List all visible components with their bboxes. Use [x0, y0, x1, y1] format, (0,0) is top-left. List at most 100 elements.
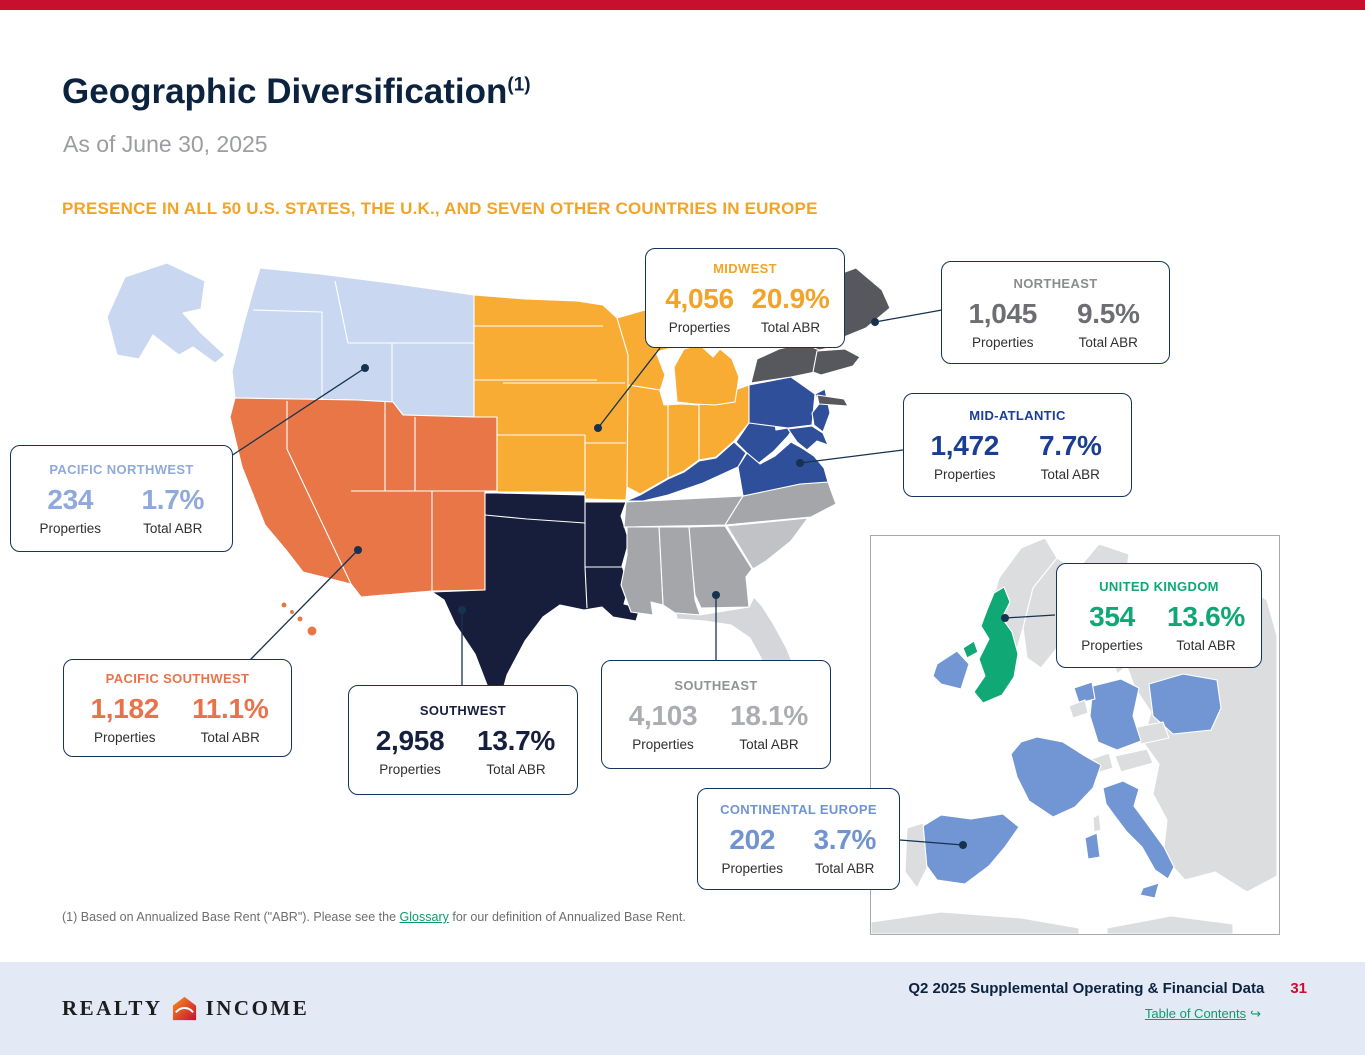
- region-card-united-kingdom: UNITED KINGDOM 354 Properties 13.6% Total …: [1056, 563, 1262, 668]
- state-new-york: [750, 342, 820, 384]
- region-name: MID-ATLANTIC: [969, 408, 1066, 423]
- country-north-africa: [1106, 915, 1234, 935]
- region-name: CONTINENTAL EUROPE: [720, 802, 877, 817]
- country-northern-ireland: [962, 640, 979, 659]
- footnote: (1) Based on Annualized Base Rent ("ABR"…: [62, 910, 686, 924]
- total-abr-label: Total ABR: [760, 320, 821, 335]
- abr-value: 13.7%: [477, 725, 555, 756]
- region-card-midwest: MIDWEST 4,056 Properties 20.9% Total ABR: [645, 248, 845, 348]
- state-region-pacific-southwest: [229, 397, 498, 598]
- properties-label: Properties: [971, 334, 1034, 350]
- region-card-northeast: NORTHEAST 1,045 Properties 9.5% Total ABR: [941, 261, 1170, 364]
- abr-value: 7.7%: [1038, 430, 1102, 461]
- properties-value: 234: [47, 483, 94, 515]
- as-of-date: As of June 30, 2025: [63, 131, 268, 157]
- state-michigan: [673, 344, 740, 406]
- state-south-carolina: [726, 517, 809, 570]
- country-germany: [1089, 678, 1142, 751]
- properties-label: Properties: [668, 320, 731, 335]
- region-card-southwest: SOUTHWEST 2,958 Properties 13.7% Total ABR: [348, 685, 578, 795]
- country-italy: [1102, 780, 1175, 880]
- headline: PRESENCE IN ALL 50 U.S. STATES, THE U.K.…: [62, 199, 818, 218]
- total-abr-label: Total ABR: [1040, 467, 1100, 482]
- state-region-hawaii: [280, 601, 288, 609]
- properties-label: Properties: [721, 861, 784, 876]
- properties-value: 1,045: [968, 297, 1038, 329]
- country-portugal: [904, 822, 928, 889]
- region-card-pacific-northwest: PACIFIC NORTHWEST 234 Properties 1.7% Tota…: [10, 445, 233, 552]
- toc-arrow-icon: ↪: [1250, 1006, 1261, 1021]
- region-name: NORTHEAST: [1013, 275, 1098, 291]
- footer-right: Q2 2025 Supplemental Operating & Financi…: [908, 980, 1307, 1022]
- total-abr-label: Total ABR: [486, 762, 546, 777]
- state-region-alaska: [106, 262, 226, 364]
- properties-label: Properties: [632, 736, 694, 752]
- region-name: UNITED KINGDOM: [1099, 578, 1219, 594]
- country-sardinia: [1084, 832, 1101, 860]
- total-abr-label: Total ABR: [1176, 637, 1236, 653]
- country-spain: [920, 813, 1020, 885]
- region-card-mid-atlantic: MID-ATLANTIC 1,472 Properties 7.7% Total A…: [903, 393, 1132, 497]
- table-of-contents-link[interactable]: Table of Contents ↪: [1145, 1006, 1261, 1021]
- title-footnote-ref: (1): [507, 74, 531, 96]
- country-france: [1010, 736, 1102, 818]
- state-mississippi: [620, 526, 664, 616]
- properties-label: Properties: [379, 762, 441, 777]
- region-name: MIDWEST: [713, 261, 777, 276]
- region-name: SOUTHWEST: [419, 703, 507, 718]
- logo-text-realty: REALTY: [62, 996, 163, 1020]
- country-corsica: [1092, 813, 1102, 833]
- abr-value: 18.1%: [730, 699, 808, 731]
- country-united-kingdom: [973, 586, 1019, 704]
- country-poland: [1148, 673, 1222, 735]
- properties-value: 1,182: [90, 693, 160, 724]
- abr-value: 9.5%: [1076, 297, 1140, 329]
- state-maryland-delaware: [787, 425, 829, 451]
- properties-label: Properties: [39, 520, 102, 536]
- top-accent-bar: [0, 0, 1365, 10]
- properties-label: Properties: [933, 467, 996, 482]
- logo-text-income: INCOME: [205, 996, 310, 1020]
- properties-label: Properties: [1081, 637, 1143, 653]
- state-kentucky: [625, 441, 747, 502]
- total-abr-label: Total ABR: [739, 736, 799, 752]
- glossary-link[interactable]: Glossary: [399, 910, 449, 924]
- abr-value: 20.9%: [751, 283, 830, 314]
- document-title: Q2 2025 Supplemental Operating & Financi…: [908, 980, 1265, 997]
- page-title-text: Geographic Diversification: [62, 72, 508, 111]
- state-long-island: [816, 394, 849, 407]
- state-massachusetts-ct-ri: [812, 348, 861, 376]
- properties-value: 4,056: [665, 283, 734, 314]
- country-sicily: [1139, 882, 1160, 899]
- realty-income-logo: REALTY INCOME: [62, 962, 309, 1055]
- country-austria: [1114, 748, 1154, 773]
- region-name: SOUTHEAST: [674, 677, 758, 693]
- footer: REALTY INCOME Q2 2025 Supplemental Opera…: [0, 962, 1365, 1055]
- table-of-contents-label: Table of Contents: [1144, 1006, 1247, 1021]
- page-number: 31: [1290, 980, 1307, 997]
- total-abr-label: Total ABR: [815, 861, 875, 876]
- total-abr-label: Total ABR: [200, 730, 260, 745]
- abr-value: 13.6%: [1167, 600, 1245, 632]
- properties-label: Properties: [93, 730, 156, 745]
- properties-value: 2,958: [375, 725, 445, 756]
- total-abr-label: Total ABR: [143, 520, 203, 536]
- abr-value: 11.1%: [192, 693, 269, 724]
- state-region-hawaii: [296, 615, 304, 623]
- state-region-hawaii: [306, 625, 318, 637]
- country-netherlands: [1073, 681, 1096, 704]
- properties-value: 202: [729, 824, 776, 855]
- realty-income-house-icon: [172, 996, 196, 1021]
- abr-value: 1.7%: [141, 483, 205, 515]
- footnote-text: for our definition of Annualized Base Re…: [448, 910, 686, 924]
- region-card-southeast: SOUTHEAST 4,103 Properties 18.1% Total ABR: [601, 660, 831, 769]
- country-ireland: [932, 650, 970, 690]
- state-pennsylvania: [748, 376, 816, 429]
- state-region-hawaii: [288, 608, 296, 616]
- properties-value: 4,103: [628, 699, 698, 731]
- abr-value: 3.7%: [813, 824, 877, 855]
- region-name: PACIFIC NORTHWEST: [49, 461, 194, 477]
- country-belgium: [1068, 699, 1089, 719]
- region-card-continental-europe: CONTINENTAL EUROPE 202 Properties 3.7% Tot…: [697, 788, 900, 890]
